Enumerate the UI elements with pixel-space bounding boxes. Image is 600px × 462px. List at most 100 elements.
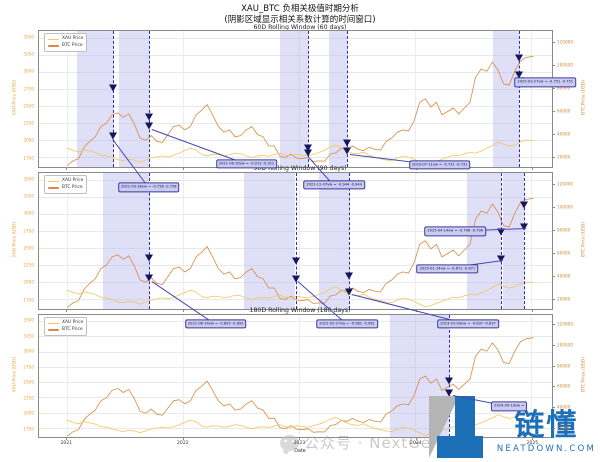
y-tick-label-left: 2500: [23, 379, 34, 385]
y-tick-label-right: 80000: [557, 227, 571, 232]
x-tick-mark: [66, 310, 68, 312]
y-tick-mark-right: [553, 407, 555, 408]
event-vertical-line: [449, 315, 451, 437]
y-tick-mark-right: [553, 156, 555, 158]
x-tick-label: 2024: [410, 441, 422, 446]
gridline-horizontal: [39, 122, 552, 124]
x-tick-mark: [415, 438, 417, 440]
extreme-point-marker: [519, 201, 528, 209]
gridline-vertical: [299, 31, 301, 167]
legend-label-xau: XAU Price: [62, 36, 84, 41]
event-annotation-label: 2022-02-27vw = -0.581 -0.581: [316, 319, 378, 329]
event-annotation-label: 2025-04-14vw = -0.796 -0.796: [424, 226, 486, 236]
gridline-vertical: [183, 31, 185, 167]
y-tick-label-left: 2500: [23, 245, 34, 251]
y-tick-label-left: 2250: [23, 262, 34, 268]
y-tick-label-left: 2750: [23, 364, 34, 370]
y-tick-label-right: 40000: [557, 404, 571, 410]
correlation-window-shade: [103, 173, 150, 309]
gridline-vertical: [67, 173, 69, 309]
gridline-vertical: [67, 31, 69, 167]
y-tick-mark-right: [553, 275, 555, 277]
y-tick-mark-right: [553, 298, 555, 300]
correlation-window-shade: [318, 173, 350, 309]
y-tick-label-right: 60000: [557, 383, 571, 389]
legend-item-xau: XAU Price: [48, 320, 83, 327]
legend-swatch-xau: [48, 322, 59, 324]
extreme-point-marker: [519, 223, 528, 231]
figure-title-line2: (阴影区域显示相关系数计算的时间窗口): [224, 15, 376, 25]
extreme-point-marker: [109, 84, 118, 92]
extreme-point-marker: [445, 389, 454, 397]
panel-title-60d: 60D Rolling Window (60 days): [253, 24, 347, 31]
legend-label-btc: BTC Price: [62, 326, 83, 332]
x-tick-label: 2023: [293, 441, 306, 446]
gridline-horizontal: [39, 336, 552, 338]
y-tick-label-right: 80000: [557, 363, 571, 369]
event-annotation-label: 2022-12-07vw = -0.944 -0.944: [303, 179, 365, 190]
y-tick-label-left: 2750: [23, 86, 34, 92]
y-tick-label-left: 3500: [23, 317, 34, 323]
y-tick-label-left: 3000: [23, 348, 34, 354]
x-tick-mark: [532, 310, 534, 312]
event-vertical-line: [149, 31, 151, 167]
event-vertical-line: [149, 173, 151, 309]
y-tick-label-right: 20000: [557, 154, 571, 159]
y-tick-label-left: 3500: [23, 176, 34, 182]
y-tick-label-right: 40000: [557, 273, 571, 278]
y-tick-mark-right: [553, 183, 555, 185]
btc-price-line: [67, 337, 534, 437]
y-tick-label-left: 3250: [23, 333, 34, 339]
correlation-window-shade: [118, 31, 150, 167]
correlation-window-shade: [77, 31, 114, 167]
gridline-vertical: [299, 315, 301, 437]
y-tick-label-left: 3000: [23, 210, 34, 216]
legend-item-btc: BTC Price: [48, 185, 83, 192]
y-tick-mark-right: [553, 365, 555, 367]
y-tick-label-left: 3250: [23, 51, 34, 57]
chart-panel-90d: [38, 172, 553, 310]
correlation-window-shade: [328, 31, 347, 167]
y-tick-label-left: 2000: [23, 410, 34, 416]
extreme-point-marker: [345, 288, 354, 296]
chart-panel-60d: [38, 30, 553, 168]
x-tick-label: 2021: [60, 441, 73, 446]
event-annotation-label: 2021-06-14vw = -0.893 -0.893: [184, 319, 247, 329]
extreme-point-marker: [445, 377, 454, 385]
extreme-point-marker: [291, 275, 300, 283]
event-annotation-label: 2021-06-10vw = -0.912 -0.912: [215, 159, 278, 169]
correlation-window-shade: [280, 31, 309, 167]
x-tick-mark: [182, 310, 184, 312]
brand-name-cn: 链懂: [514, 408, 579, 443]
y-tick-mark-right: [553, 133, 555, 135]
correlation-window-shade: [493, 31, 519, 167]
x-tick-mark: [66, 438, 68, 440]
event-vertical-line: [308, 31, 310, 167]
y-tick-mark-right: [553, 229, 555, 231]
gridline-vertical: [415, 31, 417, 167]
x-tick-mark: [299, 310, 301, 312]
x-tick-mark: [532, 168, 534, 170]
y-tick-mark-right: [553, 206, 555, 208]
correlation-window-shade: [503, 173, 524, 309]
x-tick-mark: [299, 168, 301, 170]
x-tick-mark: [182, 438, 184, 440]
x-axis-label: Date: [294, 449, 306, 454]
extreme-point-marker: [145, 113, 154, 121]
y-tick-mark-right: [553, 110, 555, 112]
event-annotation-label: 2023-01-03vw = -0.637 -0.637: [437, 319, 499, 329]
legend-swatch-xau: [48, 180, 59, 182]
y-tick-label-right: 120000: [557, 181, 573, 186]
xau-price-line: [67, 281, 534, 308]
y-tick-label-left: 2250: [23, 120, 34, 126]
legend-item-xau: XAU Price: [48, 36, 83, 43]
event-vertical-line: [349, 173, 351, 309]
legend-label-btc: BTC Price: [62, 42, 83, 48]
y-axis-label-left-60d: XAU Price (USD): [12, 79, 18, 116]
wechat-icon: [280, 434, 299, 454]
extreme-point-marker: [342, 139, 351, 147]
y-axis-label-right-60d: BTC Price (USD): [581, 80, 587, 115]
legend-label-btc: BTC Price: [62, 184, 83, 190]
y-tick-label-left: 2500: [23, 103, 34, 109]
brand-logo-icon: [428, 396, 491, 458]
